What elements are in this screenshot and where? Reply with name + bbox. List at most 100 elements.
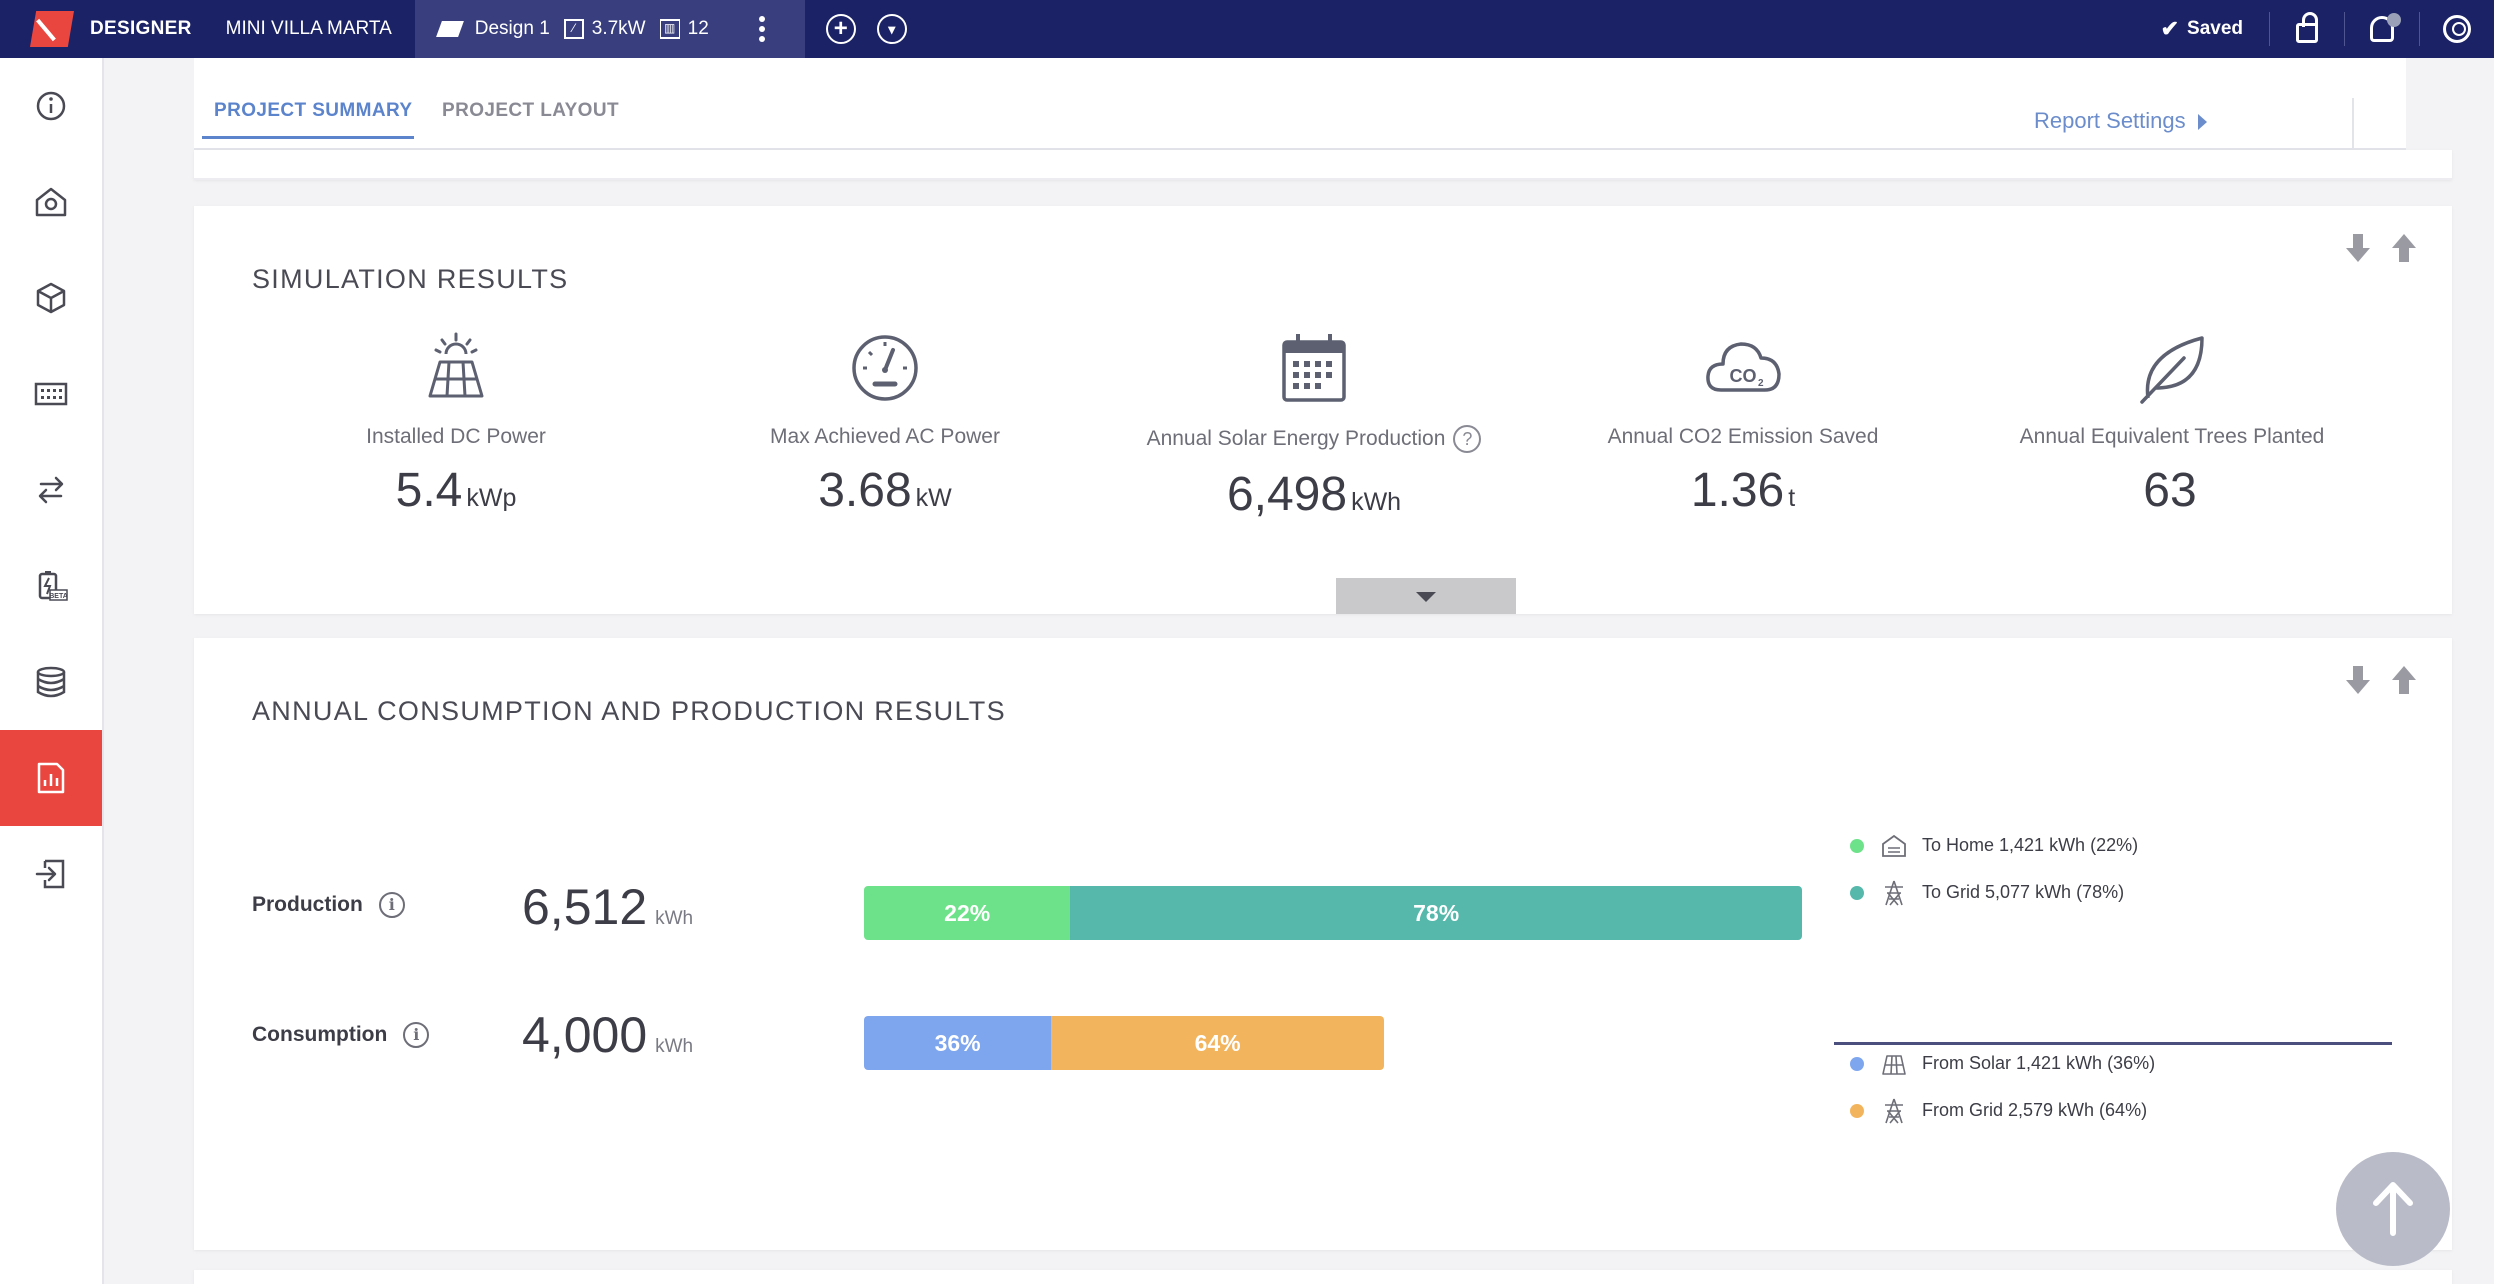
move-down-icon[interactable] <box>2346 666 2370 694</box>
sidebar-item-panels[interactable] <box>0 346 102 442</box>
metric-annual-production: Annual Solar Energy Production? 6,498 kWh <box>1099 328 1529 522</box>
consumption-value: 4,000 kWh <box>522 1006 693 1064</box>
modules-icon: ▥ <box>659 19 680 39</box>
user-icon <box>2443 15 2471 43</box>
legend-divider <box>1834 1042 2392 1045</box>
legend-label: From Solar 1,421 kWh (36%) <box>1922 1053 2156 1073</box>
bell-icon <box>2370 13 2401 42</box>
next-section-card <box>194 1270 2452 1284</box>
legend-item: To Grid 5,077 kWh (78%) <box>1850 869 2138 916</box>
leaf-icon <box>2140 336 2204 404</box>
app-logo[interactable] <box>30 11 74 47</box>
legend-label: To Home 1,421 kWh (22%) <box>1922 835 2139 855</box>
design-dropdown-button[interactable]: ▾ <box>876 14 907 44</box>
notifications-button[interactable] <box>2345 13 2419 42</box>
battery-beta-icon: BETA <box>38 571 68 601</box>
info-icon <box>36 91 66 121</box>
sidebar-item-export[interactable] <box>0 826 102 922</box>
tabs-bar: PROJECT SUMMARY PROJECT LAYOUT Report Se… <box>194 58 2406 150</box>
metric-trees-planted: Annual Equivalent Trees Planted 63 <box>1957 328 2387 518</box>
reorder-controls <box>2346 234 2416 262</box>
metric-co2-saved: CO 2 Annual CO2 Emission Saved 1.36 t <box>1528 328 1958 518</box>
arrow-up-icon <box>2373 1182 2413 1236</box>
sidebar-item-battery[interactable]: BETA <box>0 538 102 634</box>
metric-label: Annual Equivalent Trees Planted <box>2019 425 2325 448</box>
metric-unit: kW <box>915 484 952 512</box>
sidebar-item-site[interactable] <box>0 154 102 250</box>
legend-item: From Grid 2,579 kWh (64%) <box>1850 1087 2155 1134</box>
legend-dot <box>1850 885 1864 900</box>
project-name[interactable]: MINI VILLA MARTA <box>225 18 392 39</box>
design-menu-icon[interactable] <box>758 16 765 42</box>
simulation-results-card: SIMULATION RESULTS Installed DC Power 5.… <box>194 206 2452 614</box>
notification-dot <box>2387 13 2401 27</box>
production-segment-home: 22% <box>864 886 1071 940</box>
divider <box>2269 12 2270 46</box>
panel-grid-icon <box>34 382 68 406</box>
metric-ac-power: Max Achieved AC Power 3.68 kW <box>670 328 1100 518</box>
consumption-bar: 36% 64% <box>864 1016 1384 1070</box>
gauge-icon <box>852 335 918 401</box>
move-up-icon[interactable] <box>2392 666 2416 694</box>
metric-label: Annual Solar Energy Production <box>1146 427 1446 450</box>
legend-label: From Grid 2,579 kWh (64%) <box>1922 1100 2148 1120</box>
sidebar-item-database[interactable] <box>0 634 102 730</box>
divider <box>2419 12 2420 46</box>
sidebar-item-report[interactable] <box>0 730 102 826</box>
divider <box>2352 98 2354 150</box>
solar-panel-icon <box>1882 1054 1906 1075</box>
consumption-segment-grid: 64% <box>1051 1016 1384 1070</box>
production-bar: 22% 78% <box>864 886 1802 940</box>
reorder-controls <box>2346 666 2416 694</box>
sidebar-item-model[interactable] <box>0 250 102 346</box>
consumption-value-number: 4,000 <box>522 1007 648 1063</box>
legend-item: To Home 1,421 kWh (22%) <box>1850 822 2138 869</box>
svg-text:BETA: BETA <box>49 593 68 600</box>
legend-dot <box>1850 1103 1864 1118</box>
annual-results-card: ANNUAL CONSUMPTION AND PRODUCTION RESULT… <box>194 638 2452 1250</box>
previous-section-card <box>194 150 2452 180</box>
production-legend: To Home 1,421 kWh (22%) To Grid 5,077 kW… <box>1850 822 2138 916</box>
brand-label: DESIGNER <box>90 18 192 39</box>
sidebar-item-electrical[interactable] <box>0 442 102 538</box>
power-tower-icon <box>1885 1098 1903 1124</box>
consumption-segment-solar: 36% <box>864 1016 1052 1070</box>
metric-label: Max Achieved AC Power <box>770 425 1000 448</box>
add-design-button[interactable]: + <box>825 14 856 44</box>
lock-icon <box>2296 12 2318 43</box>
power-tower-icon <box>1885 880 1903 906</box>
expand-toggle-button[interactable] <box>1336 578 1516 614</box>
tab-project-summary[interactable]: PROJECT SUMMARY <box>201 100 415 139</box>
sidebar-item-info[interactable] <box>0 58 102 154</box>
legend-dot <box>1850 838 1864 853</box>
saved-label: Saved <box>2187 18 2243 39</box>
help-icon[interactable]: ? <box>1453 425 1482 453</box>
move-up-icon[interactable] <box>2392 234 2416 262</box>
section-title: SIMULATION RESULTS <box>252 264 569 294</box>
production-label: Production i <box>252 892 405 918</box>
design-tab[interactable]: Design 1 ⁄ 3.7kW ▥ 12 <box>414 0 805 58</box>
report-settings-link[interactable]: Report Settings <box>2034 108 2207 134</box>
caret-right-icon <box>2197 114 2207 131</box>
lock-button[interactable] <box>2270 12 2344 43</box>
consumption-label: Consumption i <box>252 1022 430 1048</box>
svg-text:CO: CO <box>1730 366 1757 386</box>
tab-project-layout[interactable]: PROJECT LAYOUT <box>442 100 619 121</box>
production-value: 6,512 kWh <box>522 878 693 936</box>
metric-value: 1.36 <box>1690 464 1785 517</box>
export-icon <box>35 859 65 889</box>
metric-unit: kWh <box>1351 488 1402 516</box>
info-icon[interactable]: i <box>378 892 405 918</box>
info-icon[interactable]: i <box>403 1022 430 1048</box>
metric-label: Annual CO2 Emission Saved <box>1607 425 1879 448</box>
model-3d-icon <box>36 282 66 314</box>
metric-value: 63 <box>2143 464 2197 517</box>
user-menu-button[interactable] <box>2420 15 2494 43</box>
scroll-to-top-button[interactable] <box>2336 1152 2450 1266</box>
power-icon: ⁄ <box>563 19 584 39</box>
metric-label: Installed DC Power <box>366 425 546 448</box>
calendar-icon <box>1282 334 1346 402</box>
main-content: PROJECT SUMMARY PROJECT LAYOUT Report Se… <box>104 58 2494 1284</box>
move-down-icon[interactable] <box>2346 234 2370 262</box>
production-label-text: Production <box>252 893 363 916</box>
